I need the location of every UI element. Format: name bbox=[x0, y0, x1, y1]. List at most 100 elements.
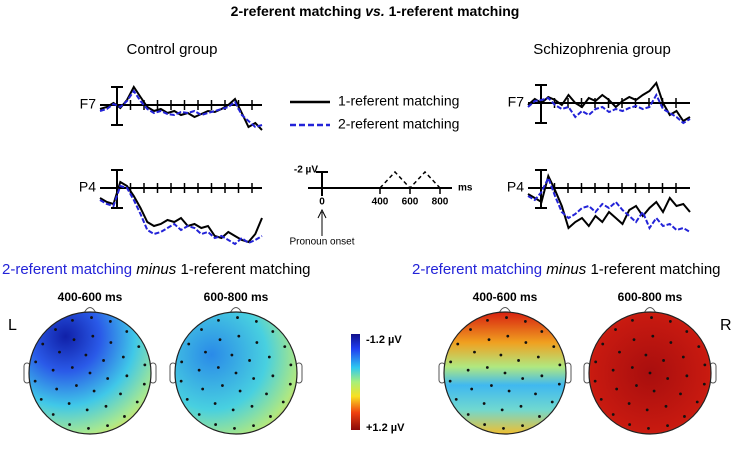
electrode bbox=[33, 379, 37, 383]
electrode bbox=[473, 350, 476, 354]
electrode bbox=[255, 341, 259, 344]
electrode bbox=[557, 382, 561, 386]
legend-label: 1-referent matching bbox=[338, 93, 459, 109]
electrode bbox=[135, 400, 139, 404]
electrode bbox=[252, 424, 255, 428]
electrode bbox=[517, 359, 520, 362]
electrode bbox=[289, 363, 293, 367]
title-part: 2-referent matching bbox=[231, 3, 362, 19]
electrode bbox=[267, 355, 271, 359]
title-part: vs. bbox=[365, 3, 384, 19]
electrode bbox=[218, 338, 222, 342]
electrode bbox=[90, 316, 93, 319]
window-label: 400-600 ms bbox=[58, 290, 123, 304]
electrode bbox=[618, 350, 621, 354]
scale-diagram bbox=[308, 170, 452, 236]
electrode bbox=[594, 360, 598, 364]
scale-tick: 800 bbox=[432, 197, 449, 208]
electrode bbox=[185, 398, 189, 401]
electrode bbox=[58, 350, 61, 354]
electrode bbox=[635, 384, 638, 387]
electrode bbox=[632, 338, 636, 342]
electrode bbox=[470, 387, 474, 391]
electrode bbox=[668, 320, 672, 323]
electrode bbox=[55, 387, 59, 391]
difference-label: 2-referent matching minus 1-referent mat… bbox=[2, 261, 311, 278]
diff-part: minus bbox=[546, 261, 587, 278]
electrode bbox=[500, 408, 504, 412]
electrode bbox=[54, 328, 57, 331]
electrode bbox=[664, 404, 668, 408]
window-label: 400-600 ms bbox=[473, 290, 538, 304]
electrode bbox=[102, 359, 105, 362]
electrode bbox=[41, 342, 45, 346]
electrode bbox=[231, 408, 235, 412]
electrode bbox=[108, 320, 112, 323]
electrode bbox=[85, 408, 89, 412]
waveform bbox=[527, 81, 691, 123]
electrode bbox=[213, 402, 217, 405]
electrode bbox=[252, 377, 256, 380]
electrode bbox=[217, 318, 220, 322]
electrode bbox=[628, 423, 632, 426]
electrode bbox=[519, 404, 523, 408]
electrode bbox=[648, 371, 652, 375]
electrode bbox=[697, 345, 701, 348]
electrode bbox=[142, 382, 146, 386]
electrode bbox=[485, 366, 489, 369]
electrode bbox=[201, 387, 205, 391]
channel-label: F7 bbox=[508, 94, 525, 110]
electrode bbox=[137, 345, 141, 348]
electrode bbox=[119, 392, 122, 396]
electrode bbox=[92, 389, 96, 393]
electrode bbox=[288, 382, 292, 386]
electrode bbox=[234, 371, 238, 375]
electrode bbox=[214, 423, 218, 426]
electrode bbox=[72, 338, 76, 342]
electrode bbox=[662, 359, 665, 362]
electrode bbox=[271, 330, 275, 333]
electrode bbox=[221, 384, 224, 387]
electrode bbox=[248, 359, 251, 362]
hemisphere-label: L bbox=[8, 317, 17, 334]
waveform bbox=[527, 175, 691, 233]
waveform bbox=[99, 89, 263, 129]
electrode bbox=[540, 330, 544, 333]
electrode bbox=[540, 374, 544, 378]
electrode bbox=[448, 379, 452, 383]
electrode bbox=[652, 389, 656, 393]
electrode bbox=[109, 341, 113, 344]
electrode bbox=[666, 377, 670, 380]
electrode bbox=[68, 423, 72, 426]
title: 2-referent matching vs. 1-referent match… bbox=[231, 3, 520, 19]
electrode bbox=[106, 377, 110, 380]
electrode bbox=[39, 398, 43, 401]
electrode bbox=[233, 427, 236, 430]
electrode bbox=[521, 377, 525, 380]
channel-label: P4 bbox=[79, 179, 96, 195]
onset-label: Pronoun onset bbox=[289, 237, 354, 248]
electrode bbox=[283, 345, 287, 348]
electrode bbox=[523, 320, 527, 323]
electrode bbox=[681, 355, 685, 359]
electrode bbox=[679, 392, 682, 396]
electrode bbox=[200, 328, 203, 331]
diff-part: 2-referent matching bbox=[2, 261, 132, 278]
electrode bbox=[71, 318, 74, 322]
electrode bbox=[271, 374, 275, 378]
channel-label: F7 bbox=[80, 96, 97, 112]
electrode bbox=[666, 424, 669, 428]
electrode bbox=[685, 374, 689, 378]
electrode bbox=[534, 392, 537, 396]
electrode bbox=[91, 334, 95, 338]
electrode bbox=[88, 371, 92, 375]
waveform bbox=[99, 184, 263, 246]
scale-tick: 400 bbox=[372, 197, 389, 208]
electrode bbox=[197, 413, 201, 416]
electrode bbox=[695, 400, 699, 404]
electrode bbox=[125, 330, 129, 333]
diff-part: 1-referent matching bbox=[590, 261, 720, 278]
electrode bbox=[627, 402, 631, 405]
electrode bbox=[250, 404, 254, 408]
